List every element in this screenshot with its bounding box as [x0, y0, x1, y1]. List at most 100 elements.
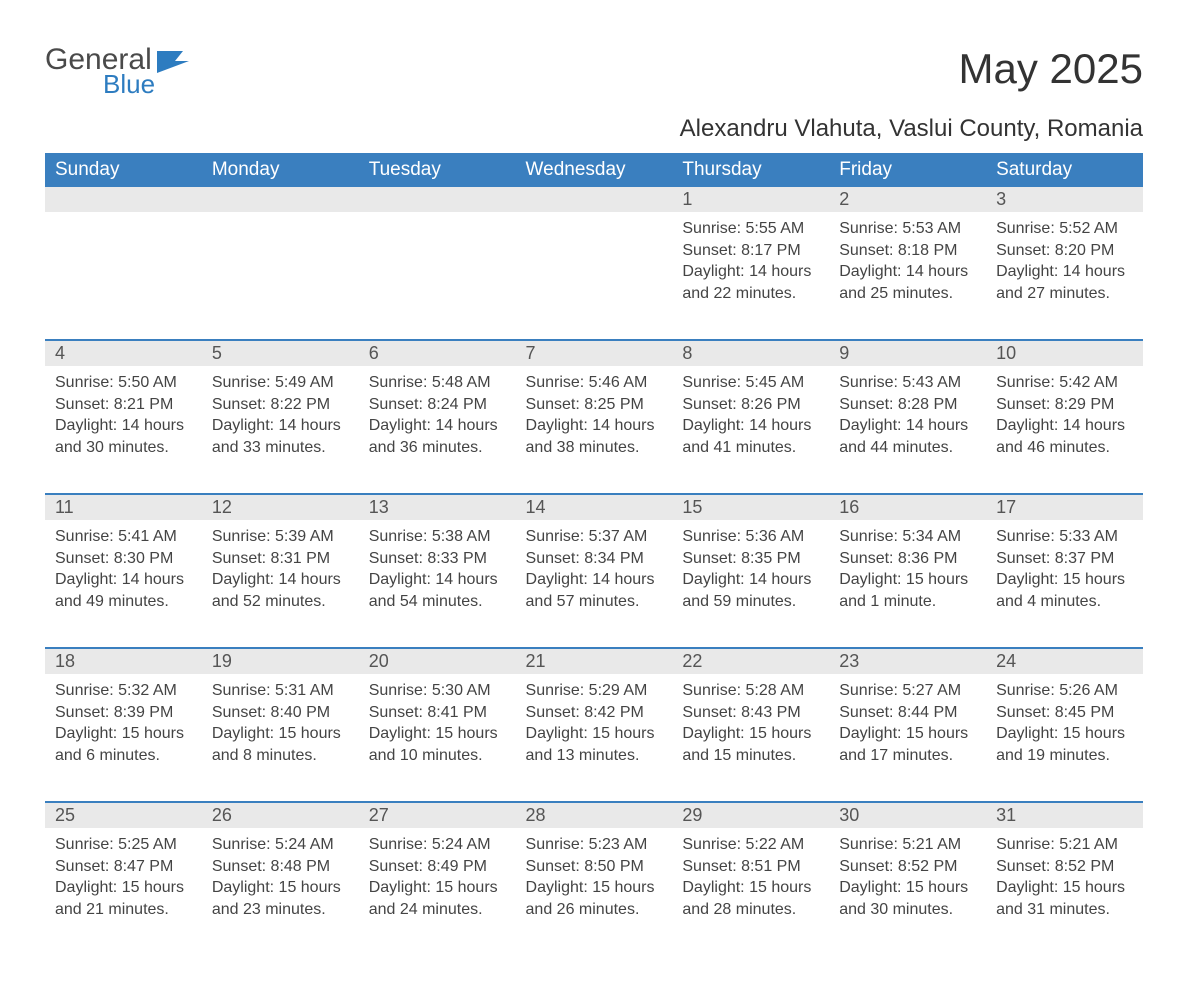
sunrise-line: Sunrise: 5:55 AM: [682, 218, 819, 240]
day-body: Sunrise: 5:49 AMSunset: 8:22 PMDaylight:…: [202, 366, 359, 478]
page-title: May 2025: [959, 45, 1143, 93]
day-cell: Sunrise: 5:33 AMSunset: 8:37 PMDaylight:…: [986, 520, 1143, 648]
day-cell: [45, 212, 202, 340]
sunrise-line: Sunrise: 5:45 AM: [682, 372, 819, 394]
day-number: 18: [45, 649, 202, 674]
daylight-line: Daylight: 15 hours and 23 minutes.: [212, 877, 349, 920]
weekday-header: Monday: [202, 153, 359, 187]
sunrise-line: Sunrise: 5:23 AM: [526, 834, 663, 856]
sunrise-line: Sunrise: 5:36 AM: [682, 526, 819, 548]
day-body: Sunrise: 5:23 AMSunset: 8:50 PMDaylight:…: [516, 828, 673, 940]
sunrise-line: Sunrise: 5:30 AM: [369, 680, 506, 702]
day-cell: [516, 212, 673, 340]
sunrise-line: Sunrise: 5:50 AM: [55, 372, 192, 394]
daylight-line: Daylight: 14 hours and 36 minutes.: [369, 415, 506, 458]
day-body: Sunrise: 5:26 AMSunset: 8:45 PMDaylight:…: [986, 674, 1143, 786]
sunset-line: Sunset: 8:17 PM: [682, 240, 819, 262]
daynum-row: 45678910: [45, 340, 1143, 366]
day-body: Sunrise: 5:45 AMSunset: 8:26 PMDaylight:…: [672, 366, 829, 478]
daylight-line: Daylight: 14 hours and 54 minutes.: [369, 569, 506, 612]
sunset-line: Sunset: 8:31 PM: [212, 548, 349, 570]
day-cell: Sunrise: 5:41 AMSunset: 8:30 PMDaylight:…: [45, 520, 202, 648]
day-number: 8: [672, 341, 829, 366]
day-number: 27: [359, 803, 516, 828]
sunset-line: Sunset: 8:42 PM: [526, 702, 663, 724]
daylight-line: Daylight: 14 hours and 41 minutes.: [682, 415, 819, 458]
daylight-line: Daylight: 15 hours and 13 minutes.: [526, 723, 663, 766]
sunrise-line: Sunrise: 5:42 AM: [996, 372, 1133, 394]
day-number: 9: [829, 341, 986, 366]
location-subtitle: Alexandru Vlahuta, Vaslui County, Romani…: [45, 115, 1143, 143]
day-number: 28: [516, 803, 673, 828]
sunrise-line: Sunrise: 5:26 AM: [996, 680, 1133, 702]
sunrise-line: Sunrise: 5:53 AM: [839, 218, 976, 240]
day-number: 16: [829, 495, 986, 520]
day-number: 6: [359, 341, 516, 366]
sunrise-line: Sunrise: 5:21 AM: [996, 834, 1133, 856]
day-cell: Sunrise: 5:31 AMSunset: 8:40 PMDaylight:…: [202, 674, 359, 802]
sunset-line: Sunset: 8:52 PM: [839, 856, 976, 878]
daylight-line: Daylight: 15 hours and 15 minutes.: [682, 723, 819, 766]
sunset-line: Sunset: 8:52 PM: [996, 856, 1133, 878]
weekday-header: Wednesday: [516, 153, 673, 187]
day-number: 30: [829, 803, 986, 828]
day-cell: Sunrise: 5:29 AMSunset: 8:42 PMDaylight:…: [516, 674, 673, 802]
day-body: Sunrise: 5:46 AMSunset: 8:25 PMDaylight:…: [516, 366, 673, 478]
daylight-line: Daylight: 15 hours and 17 minutes.: [839, 723, 976, 766]
sunset-line: Sunset: 8:45 PM: [996, 702, 1133, 724]
daylight-line: Daylight: 14 hours and 59 minutes.: [682, 569, 819, 612]
day-number: 26: [202, 803, 359, 828]
logo-text-blue: Blue: [103, 71, 155, 97]
sunrise-line: Sunrise: 5:28 AM: [682, 680, 819, 702]
daylight-line: Daylight: 15 hours and 4 minutes.: [996, 569, 1133, 612]
day-body: Sunrise: 5:21 AMSunset: 8:52 PMDaylight:…: [829, 828, 986, 940]
sunrise-line: Sunrise: 5:43 AM: [839, 372, 976, 394]
sunset-line: Sunset: 8:36 PM: [839, 548, 976, 570]
sunrise-line: Sunrise: 5:25 AM: [55, 834, 192, 856]
day-body: Sunrise: 5:38 AMSunset: 8:33 PMDaylight:…: [359, 520, 516, 632]
day-cell: Sunrise: 5:21 AMSunset: 8:52 PMDaylight:…: [829, 828, 986, 956]
logo-text: General Blue: [45, 45, 155, 97]
sunset-line: Sunset: 8:47 PM: [55, 856, 192, 878]
day-number: 19: [202, 649, 359, 674]
daynum-row: 25262728293031: [45, 802, 1143, 828]
day-number: 13: [359, 495, 516, 520]
day-body: Sunrise: 5:25 AMSunset: 8:47 PMDaylight:…: [45, 828, 202, 940]
day-number: [45, 187, 202, 212]
sunset-line: Sunset: 8:33 PM: [369, 548, 506, 570]
daylight-line: Daylight: 15 hours and 30 minutes.: [839, 877, 976, 920]
sunset-line: Sunset: 8:48 PM: [212, 856, 349, 878]
week-row: Sunrise: 5:41 AMSunset: 8:30 PMDaylight:…: [45, 520, 1143, 648]
day-number: 31: [986, 803, 1143, 828]
daylight-line: Daylight: 15 hours and 31 minutes.: [996, 877, 1133, 920]
day-cell: Sunrise: 5:32 AMSunset: 8:39 PMDaylight:…: [45, 674, 202, 802]
weekday-header: Friday: [829, 153, 986, 187]
daylight-line: Daylight: 14 hours and 33 minutes.: [212, 415, 349, 458]
day-cell: Sunrise: 5:53 AMSunset: 8:18 PMDaylight:…: [829, 212, 986, 340]
day-number: 17: [986, 495, 1143, 520]
sunset-line: Sunset: 8:20 PM: [996, 240, 1133, 262]
day-cell: Sunrise: 5:26 AMSunset: 8:45 PMDaylight:…: [986, 674, 1143, 802]
day-number: 21: [516, 649, 673, 674]
daylight-line: Daylight: 14 hours and 27 minutes.: [996, 261, 1133, 304]
week-row: Sunrise: 5:55 AMSunset: 8:17 PM Daylight:…: [45, 212, 1143, 340]
weekday-header: Sunday: [45, 153, 202, 187]
day-cell: Sunrise: 5:43 AMSunset: 8:28 PMDaylight:…: [829, 366, 986, 494]
day-cell: Sunrise: 5:21 AMSunset: 8:52 PMDaylight:…: [986, 828, 1143, 956]
weekday-header: Tuesday: [359, 153, 516, 187]
sunset-line: Sunset: 8:22 PM: [212, 394, 349, 416]
day-number: 1: [672, 187, 829, 212]
day-cell: Sunrise: 5:22 AMSunset: 8:51 PMDaylight:…: [672, 828, 829, 956]
sunrise-line: Sunrise: 5:32 AM: [55, 680, 192, 702]
daylight-line: Daylight: 14 hours and 57 minutes.: [526, 569, 663, 612]
day-number: 12: [202, 495, 359, 520]
daylight-line: Daylight: 14 hours and 30 minutes.: [55, 415, 192, 458]
week-row: Sunrise: 5:50 AMSunset: 8:21 PMDaylight:…: [45, 366, 1143, 494]
day-body: Sunrise: 5:36 AMSunset: 8:35 PMDaylight:…: [672, 520, 829, 632]
daylight-line: Daylight: 15 hours and 10 minutes.: [369, 723, 506, 766]
week-row: Sunrise: 5:25 AMSunset: 8:47 PM Daylight:…: [45, 828, 1143, 956]
sunrise-line: Sunrise: 5:34 AM: [839, 526, 976, 548]
sunset-line: Sunset: 8:24 PM: [369, 394, 506, 416]
day-cell: [202, 212, 359, 340]
sunset-line: Sunset: 8:25 PM: [526, 394, 663, 416]
